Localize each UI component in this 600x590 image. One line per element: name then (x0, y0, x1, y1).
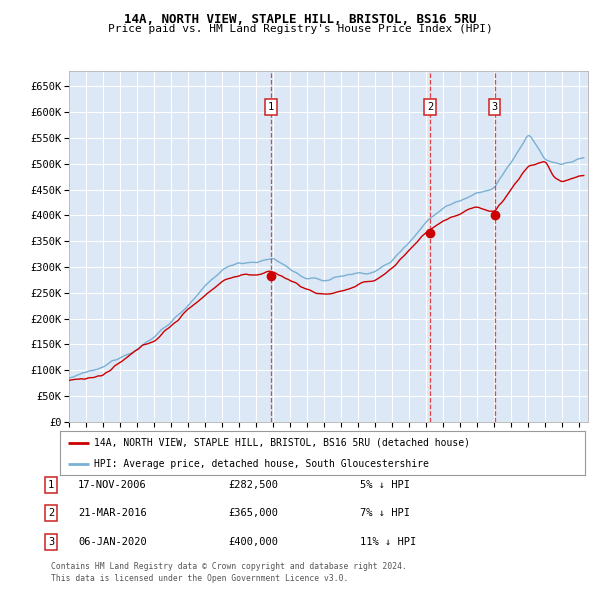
Text: 14A, NORTH VIEW, STAPLE HILL, BRISTOL, BS16 5RU (detached house): 14A, NORTH VIEW, STAPLE HILL, BRISTOL, B… (94, 438, 470, 448)
Text: 21-MAR-2016: 21-MAR-2016 (78, 509, 147, 518)
Text: This data is licensed under the Open Government Licence v3.0.: This data is licensed under the Open Gov… (51, 574, 349, 583)
Text: 2: 2 (427, 102, 433, 112)
Text: Price paid vs. HM Land Registry's House Price Index (HPI): Price paid vs. HM Land Registry's House … (107, 24, 493, 34)
Text: £365,000: £365,000 (228, 509, 278, 518)
Text: 3: 3 (48, 537, 54, 546)
Text: 14A, NORTH VIEW, STAPLE HILL, BRISTOL, BS16 5RU: 14A, NORTH VIEW, STAPLE HILL, BRISTOL, B… (124, 13, 476, 26)
Text: £282,500: £282,500 (228, 480, 278, 490)
Text: 06-JAN-2020: 06-JAN-2020 (78, 537, 147, 546)
Text: 1: 1 (268, 102, 274, 112)
Text: 17-NOV-2006: 17-NOV-2006 (78, 480, 147, 490)
Text: 11% ↓ HPI: 11% ↓ HPI (360, 537, 416, 546)
Text: 3: 3 (491, 102, 498, 112)
Text: 2: 2 (48, 509, 54, 518)
Text: £400,000: £400,000 (228, 537, 278, 546)
Text: HPI: Average price, detached house, South Gloucestershire: HPI: Average price, detached house, Sout… (94, 459, 429, 469)
Text: Contains HM Land Registry data © Crown copyright and database right 2024.: Contains HM Land Registry data © Crown c… (51, 562, 407, 571)
Text: 1: 1 (48, 480, 54, 490)
Text: 5% ↓ HPI: 5% ↓ HPI (360, 480, 410, 490)
Text: 7% ↓ HPI: 7% ↓ HPI (360, 509, 410, 518)
